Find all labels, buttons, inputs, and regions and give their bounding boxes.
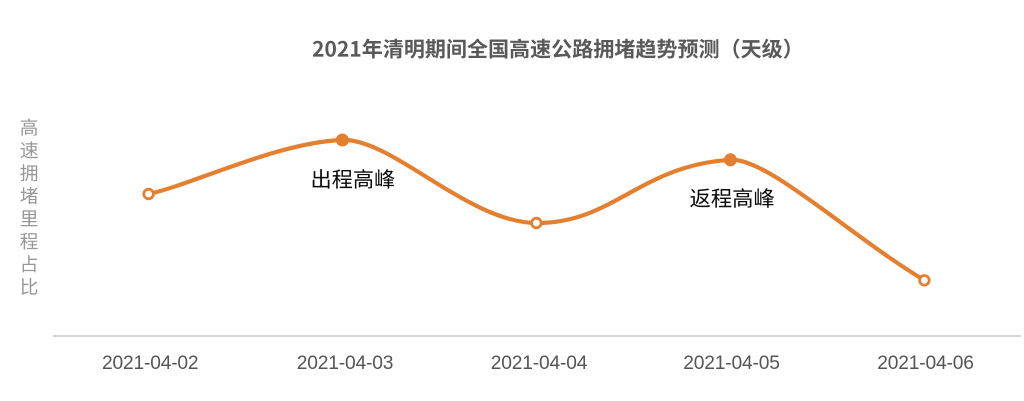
- svg-text:2021-04-04: 2021-04-04: [491, 353, 588, 374]
- svg-text:2021-04-02: 2021-04-02: [102, 353, 198, 374]
- svg-text:2021-04-05: 2021-04-05: [683, 353, 779, 374]
- svg-text:2021-04-06: 2021-04-06: [877, 353, 973, 374]
- svg-text:2021-04-03: 2021-04-03: [297, 353, 393, 374]
